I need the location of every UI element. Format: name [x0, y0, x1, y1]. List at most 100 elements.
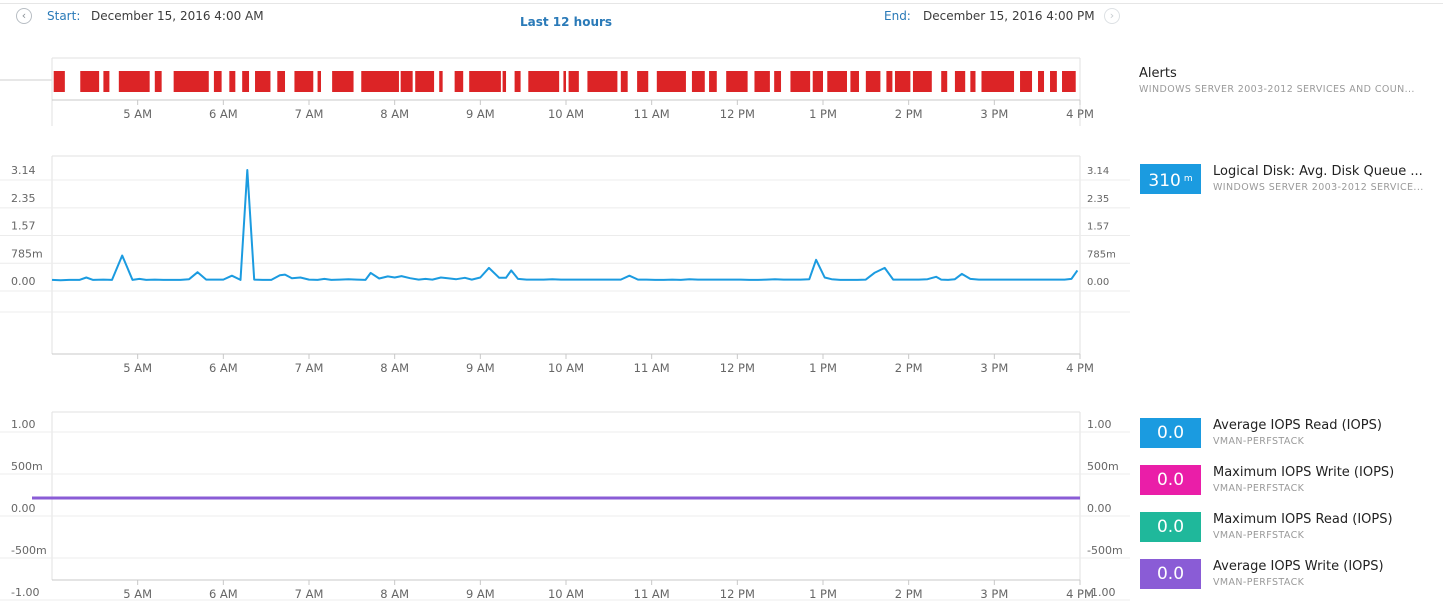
- alert-segment[interactable]: [415, 71, 435, 92]
- alerts-x-tick-label: 6 AM: [209, 107, 238, 121]
- alert-segment[interactable]: [528, 71, 560, 92]
- alert-segment[interactable]: [1050, 71, 1057, 92]
- alert-segment[interactable]: [726, 71, 748, 92]
- iops-legend-title: Maximum IOPS Write (IOPS): [1213, 465, 1395, 480]
- alert-segment[interactable]: [118, 71, 150, 92]
- disk-y-tick-label-right: 785m: [1087, 249, 1116, 260]
- iops-x-tick-label: 12 PM: [720, 587, 755, 601]
- start-date[interactable]: December 15, 2016 4:00 AM: [91, 9, 264, 23]
- alert-segment[interactable]: [213, 71, 222, 92]
- alert-segment[interactable]: [242, 71, 250, 92]
- disk-x-tick-label: 10 AM: [548, 361, 584, 375]
- disk-queue-current-value: 310: [1148, 171, 1181, 191]
- alert-segment[interactable]: [894, 71, 911, 92]
- alert-segment[interactable]: [80, 71, 100, 92]
- iops-chart[interactable]: 1.00 1.00 500m 500m 0.00 0.00 -500m -500m -1.00 -…: [0, 404, 1130, 608]
- alert-segment[interactable]: [620, 71, 628, 92]
- disk-y-tick-label-left: 0.00: [11, 275, 36, 288]
- alert-segment[interactable]: [568, 71, 579, 92]
- alert-segment[interactable]: [469, 71, 501, 92]
- alert-segment[interactable]: [827, 71, 847, 92]
- alert-segment[interactable]: [941, 71, 948, 92]
- alert-segment[interactable]: [173, 71, 209, 92]
- disk-x-tick-label: 2 PM: [895, 361, 923, 375]
- alert-segment[interactable]: [361, 71, 399, 92]
- iops-value-badge: 0.0: [1140, 512, 1201, 542]
- iops-x-tick-label: 8 AM: [380, 587, 409, 601]
- disk-y-tick-label-left: 1.57: [11, 220, 36, 233]
- iops-y-tick-label-right: 0.00: [1087, 502, 1112, 515]
- alerts-x-tick-label: 3 PM: [980, 107, 1008, 121]
- iops-current-value: 0.0: [1156, 564, 1185, 584]
- iops-x-tick-label: 6 AM: [209, 587, 238, 601]
- iops-current-value: 0.0: [1156, 470, 1185, 490]
- disk-x-tick-label: 1 PM: [809, 361, 837, 375]
- alerts-legend-subtitle: WINDOWS SERVER 2003-2012 SERVICES AND CO…: [1139, 84, 1415, 95]
- alert-segment[interactable]: [691, 71, 705, 92]
- iops-value-badge: 0.0: [1140, 465, 1201, 495]
- alert-segment[interactable]: [954, 71, 966, 92]
- alert-segment[interactable]: [709, 71, 717, 92]
- alert-segment[interactable]: [981, 71, 1015, 92]
- disk-y-tick-label-left: 3.14: [11, 164, 36, 177]
- alert-segment[interactable]: [502, 71, 507, 92]
- alert-segment[interactable]: [912, 71, 932, 92]
- iops-legend-subtitle: VMAN-PERFSTACK: [1213, 530, 1305, 541]
- disk-x-tick-label: 6 AM: [209, 361, 238, 375]
- alert-segment[interactable]: [1062, 71, 1076, 92]
- alert-segment[interactable]: [229, 71, 236, 92]
- disk-x-tick-label: 7 AM: [295, 361, 324, 375]
- next-period-button[interactable]: ›: [1104, 8, 1120, 24]
- alerts-x-tick-label: 2 PM: [895, 107, 923, 121]
- iops-y-tick-label-right: -1.00: [1087, 586, 1115, 599]
- iops-x-tick-label: 9 AM: [466, 587, 495, 601]
- alert-segment[interactable]: [886, 71, 893, 92]
- disk-queue-chart[interactable]: 3.14 3.14 2.35 2.35 1.57 1.57 785m 785m 0.00 0.00…: [0, 148, 1130, 384]
- alert-segment[interactable]: [563, 71, 566, 92]
- alert-segment[interactable]: [277, 71, 286, 92]
- alert-segment[interactable]: [754, 71, 770, 92]
- time-range-selector[interactable]: Last 12 hours: [520, 15, 613, 29]
- disk-queue-legend-title: Logical Disk: Avg. Disk Queue ...: [1213, 164, 1423, 179]
- alert-segment[interactable]: [154, 71, 162, 92]
- iops-y-tick-label-left: -1.00: [11, 586, 39, 599]
- alerts-chart[interactable]: 5 AM 6 AM 7 AM 8 AM 9 AM 10 AM 11 AM 12 PM 1 PM 2…: [0, 50, 1130, 130]
- alert-segment[interactable]: [317, 71, 321, 92]
- alert-segment[interactable]: [255, 71, 271, 92]
- alerts-legend-title: Alerts: [1139, 66, 1177, 81]
- alert-segment[interactable]: [439, 71, 443, 92]
- disk-x-tick-label: 9 AM: [466, 361, 495, 375]
- alerts-x-tick-label: 4 PM: [1066, 107, 1094, 121]
- end-date[interactable]: December 15, 2016 4:00 PM: [923, 9, 1095, 23]
- alert-segment[interactable]: [1020, 71, 1033, 92]
- alert-segment[interactable]: [656, 71, 686, 92]
- iops-y-tick-label-left: 1.00: [11, 418, 36, 431]
- alert-segment[interactable]: [454, 71, 464, 92]
- alerts-x-tick-label: 11 AM: [634, 107, 670, 121]
- alert-segment[interactable]: [294, 71, 314, 92]
- alert-segment[interactable]: [53, 71, 65, 92]
- alert-segment[interactable]: [587, 71, 618, 92]
- alert-segment[interactable]: [812, 71, 823, 92]
- iops-legend-title: Average IOPS Read (IOPS): [1213, 418, 1382, 433]
- alert-segment[interactable]: [970, 71, 976, 92]
- alert-segment[interactable]: [865, 71, 881, 92]
- iops-legend-subtitle: VMAN-PERFSTACK: [1213, 483, 1305, 494]
- alert-segment[interactable]: [850, 71, 859, 92]
- disk-y-tick-label-right: 2.35: [1087, 194, 1109, 205]
- alert-segment[interactable]: [400, 71, 413, 92]
- alert-segment[interactable]: [103, 71, 110, 92]
- alert-segment[interactable]: [1038, 71, 1045, 92]
- disk-queue-series-line[interactable]: [51, 169, 1079, 282]
- alert-segment[interactable]: [514, 71, 521, 92]
- alert-segment[interactable]: [774, 71, 782, 92]
- alert-segment[interactable]: [790, 71, 811, 92]
- alerts-legend[interactable]: Alerts WINDOWS SERVER 2003-2012 SERVICES…: [1139, 66, 1415, 95]
- alert-segment[interactable]: [332, 71, 354, 92]
- alert-segment[interactable]: [637, 71, 649, 92]
- disk-x-tick-label: 5 AM: [123, 361, 152, 375]
- chevron-right-icon: ›: [1109, 9, 1115, 22]
- disk-queue-current-unit: m: [1183, 174, 1193, 184]
- iops-x-axis: 5 AM 6 AM 7 AM 8 AM 9 AM 10 AM 11 AM 12 PM 1 PM 2…: [52, 579, 1094, 601]
- previous-period-button[interactable]: ‹: [16, 8, 32, 24]
